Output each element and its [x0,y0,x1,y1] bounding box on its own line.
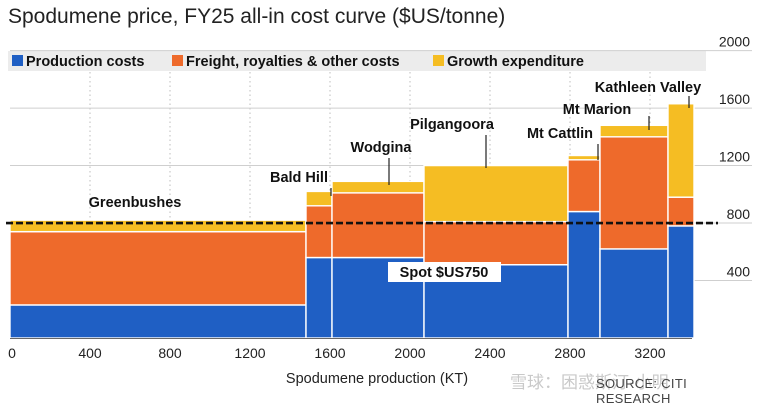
bar-mt-marion-freight-royalties-other-costs [599,136,669,250]
x-tick-label: 2000 [394,345,425,361]
y-tick-label: 2000 [719,34,750,50]
bar-wodgina-freight-royalties-other-costs [331,192,425,259]
axes: 0 400 800 1200 1600 2000 2400 2800 3200 400 800 120… [8,34,750,387]
bar-kathleen-valley-production-costs [667,225,695,339]
bars [9,103,695,339]
x-tick-label: 1200 [234,345,265,361]
legend-label-freight-royalties-other-costs: Freight, royalties & other costs [186,54,400,70]
bar-label-kathleen-valley: Kathleen Valley [595,80,701,96]
spot-price-label: Spot $US750 [400,265,489,281]
bar-label-mt-cattlin: Mt Cattlin [527,126,593,142]
chart-title: Spodumene price, FY25 all-in cost curve … [8,5,506,28]
bar-labels: Greenbushes Bald Hill Wodgina Pilgangoora Mt… [89,80,702,211]
x-tick-label: 3200 [634,345,665,361]
bar-label-bald-hill: Bald Hill [270,170,328,186]
x-tick-label: 1600 [314,345,345,361]
spot-price: Spot $US750 [6,221,718,282]
bar-mt-cattlin-freight-royalties-other-costs [567,159,601,213]
x-tick-label: 0 [8,345,16,361]
spot-price-label-box [388,262,501,282]
bar-bald-hill-production-costs [305,256,333,339]
y-tick-label: 1200 [719,149,750,165]
bar-greenbushes-production-costs [9,304,307,339]
bar-label-wodgina: Wodgina [351,140,413,156]
x-tick-label: 400 [78,345,102,361]
bar-mt-marion-production-costs [599,248,669,339]
label-guides [330,96,690,196]
y-tick-label: 400 [727,264,751,280]
bar-wodgina-growth-expenditure [331,180,425,194]
bar-mt-marion-growth-expenditure [599,124,669,138]
y-tick-label: 800 [727,206,751,222]
legend-label-production-costs: Production costs [26,54,144,70]
bar-label-mt-marion: Mt Marion [563,102,631,118]
legend-swatch-production-costs [12,55,23,66]
bar-pilgangoora-growth-expenditure [423,164,569,223]
x-tick-label: 2400 [474,345,505,361]
bar-mt-cattlin-growth-expenditure [567,154,601,161]
legend: Production costs Freight, royalties & oth… [12,54,584,70]
bar-label-pilgangoora: Pilgangoora [410,117,495,133]
y-tick-label: 1600 [719,91,750,107]
legend-label-growth-expenditure: Growth expenditure [447,54,584,70]
x-tick-label: 2800 [554,345,585,361]
bar-label-greenbushes: Greenbushes [89,195,182,211]
bar-kathleen-valley-growth-expenditure [667,103,695,198]
bar-greenbushes-freight-royalties-other-costs [9,230,307,306]
bar-bald-hill-freight-royalties-other-costs [305,205,333,259]
x-axis-title: Spodumene production (KT) [286,371,468,387]
watermark: 雪球：困惑斯汀-小明 [510,373,669,392]
source-credit: SOURCE: CITI RESEARCH [596,376,687,406]
bar-mt-cattlin-production-costs [567,210,601,339]
legend-swatch-freight-royalties-other-costs [172,55,183,66]
bar-pilgangoora-freight-royalties-other-costs [423,220,569,266]
bar-bald-hill-growth-expenditure [305,190,333,207]
legend-swatch-growth-expenditure [433,55,444,66]
bar-kathleen-valley-freight-royalties-other-costs [667,196,695,227]
x-tick-label: 800 [158,345,182,361]
